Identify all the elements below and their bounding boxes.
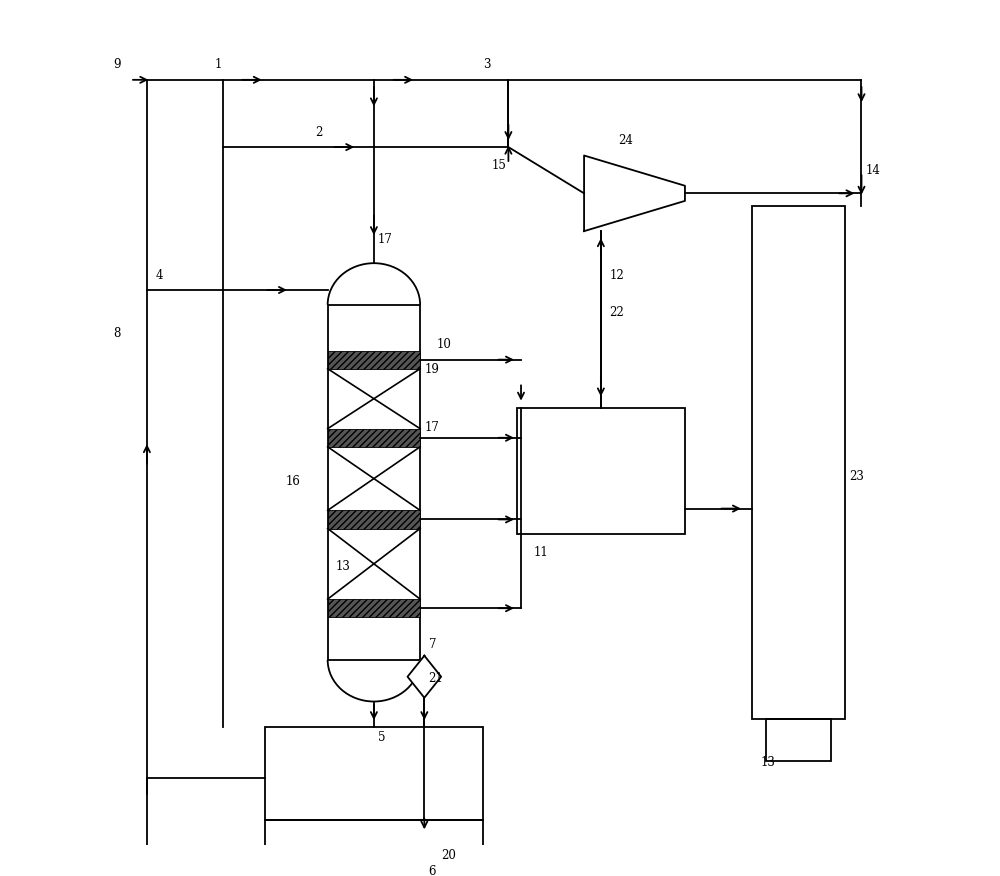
Text: 20: 20 bbox=[441, 849, 456, 862]
Text: 12: 12 bbox=[609, 269, 624, 281]
Text: 16: 16 bbox=[286, 475, 301, 488]
Text: 15: 15 bbox=[492, 159, 506, 173]
Polygon shape bbox=[408, 656, 441, 697]
Bar bbox=[265, 820, 483, 849]
Bar bbox=[328, 350, 420, 369]
Text: 21: 21 bbox=[429, 672, 443, 685]
Bar bbox=[265, 727, 483, 820]
Text: 10: 10 bbox=[437, 338, 452, 351]
Text: 13: 13 bbox=[336, 560, 351, 573]
Text: 22: 22 bbox=[609, 307, 624, 320]
Text: 11: 11 bbox=[534, 546, 548, 559]
Text: 4: 4 bbox=[155, 269, 163, 281]
Text: 5: 5 bbox=[378, 731, 386, 744]
Bar bbox=[328, 305, 420, 660]
Text: 13: 13 bbox=[761, 756, 775, 769]
Text: 7: 7 bbox=[429, 639, 436, 652]
Bar bbox=[766, 718, 831, 760]
Text: 14: 14 bbox=[866, 164, 881, 176]
Bar bbox=[328, 428, 420, 447]
Text: 17: 17 bbox=[378, 233, 393, 246]
Text: 8: 8 bbox=[113, 328, 121, 341]
Text: 6: 6 bbox=[429, 865, 436, 876]
Text: 17: 17 bbox=[424, 420, 439, 434]
Text: 9: 9 bbox=[113, 59, 121, 72]
Text: 2: 2 bbox=[315, 125, 322, 138]
Bar bbox=[752, 206, 845, 718]
Text: 24: 24 bbox=[618, 134, 633, 147]
Polygon shape bbox=[584, 156, 685, 231]
Text: 23: 23 bbox=[849, 470, 864, 484]
Text: 1: 1 bbox=[214, 59, 222, 72]
Bar bbox=[328, 511, 420, 528]
Text: 3: 3 bbox=[483, 59, 491, 72]
Bar bbox=[517, 407, 685, 533]
Text: 19: 19 bbox=[424, 364, 439, 377]
Bar bbox=[328, 599, 420, 618]
